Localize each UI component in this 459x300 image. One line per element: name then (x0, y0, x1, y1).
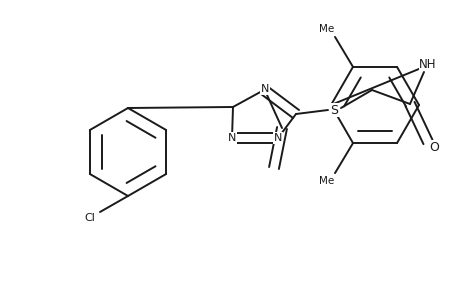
Text: S: S (329, 103, 337, 116)
Text: Me: Me (319, 176, 334, 186)
Text: N: N (260, 84, 269, 94)
Text: N: N (273, 133, 281, 143)
Text: N: N (227, 133, 235, 143)
Text: Me: Me (319, 24, 334, 34)
Text: O: O (428, 140, 438, 154)
Text: Cl: Cl (84, 213, 95, 223)
Text: NH: NH (418, 58, 436, 70)
